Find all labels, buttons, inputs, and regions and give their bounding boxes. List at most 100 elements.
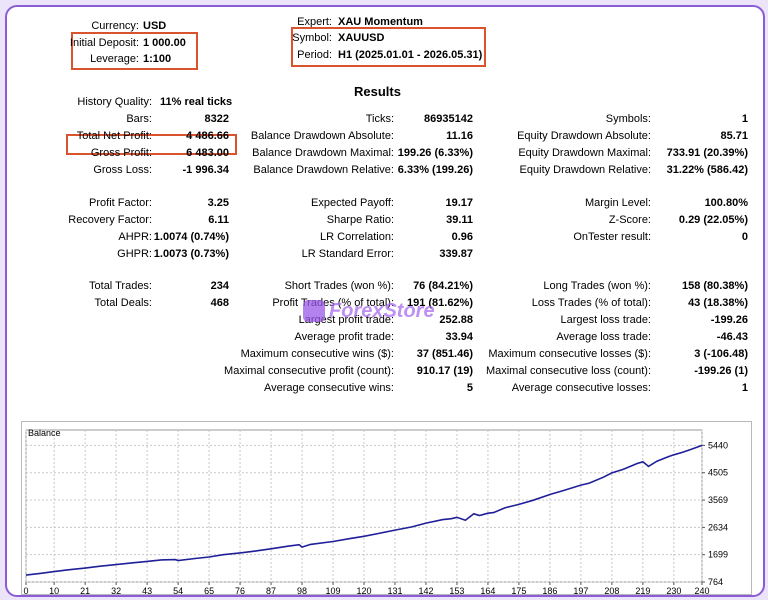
col3-value: 85.71 [720,130,748,142]
chart-title: Balance [28,428,61,438]
col3-label: Equity Drawdown Absolute: [517,130,651,142]
leverage-label: Leverage: [90,53,139,65]
col2-label: Expected Payoff: [311,197,394,209]
x-tick-label: 87 [266,586,276,594]
expert-value: XAU Momentum [338,16,423,28]
x-tick-label: 109 [326,586,341,594]
col1-label: Gross Loss: [93,164,152,176]
col2-label: Average consecutive wins: [263,382,394,394]
y-tick-label: 5440 [708,440,728,450]
col3-label: Average consecutive losses: [511,382,651,394]
x-tick-label: 43 [142,586,152,594]
col2-label: Balance Drawdown Maximal: [252,147,394,159]
col3-value: -199.26 [710,314,748,326]
x-tick-label: 175 [511,586,526,594]
y-tick-label: 2634 [708,522,728,532]
col3-label: Maximal consecutive loss (count): [485,365,651,377]
col1-label: Profit Factor: [89,197,152,209]
x-tick-label: 10 [49,586,59,594]
col2-label: Balance Drawdown Absolute: [250,130,394,142]
x-tick-label: 0 [23,586,28,594]
watermark-logo-icon [303,300,325,322]
col1-value: 8322 [204,113,229,125]
col2-label: Ticks: [365,113,394,125]
col3-value: 0 [741,231,748,243]
col1-value: -1 996.34 [182,164,229,176]
col2-value: 910.17 (19) [416,365,473,377]
balance-series-line [25,444,703,576]
report-frame: Currency: USD Initial Deposit: 1 000.00 … [5,5,765,597]
col1-value: 6 483.00 [186,147,229,159]
col1-label: History Quality: [77,96,152,108]
col1-label: GHPR: [117,248,152,260]
x-tick-label: 21 [80,586,90,594]
col1-label: Gross Profit: [90,147,152,159]
symbol-value: XAUUSD [338,32,385,44]
col2-value: 5 [466,382,473,394]
col2-label: LR Standard Error: [301,248,394,260]
col2-value: 191 (81.62%) [406,297,473,309]
currency-value: USD [143,20,167,32]
col1-value: 1.0074 (0.74%) [153,231,229,243]
col3-value: 43 (18.38%) [688,297,748,309]
symbol-label: Symbol: [292,32,332,44]
col3-label: Symbols: [605,113,651,125]
watermark: ForexStore [303,298,435,324]
period-value: H1 (2025.01.01 - 2026.05.31) [338,49,483,61]
col2-value: 199.26 (6.33%) [397,147,473,159]
y-tick-label: 3569 [708,495,728,505]
col2-value: 339.87 [439,248,473,260]
col3-label: Margin Level: [584,197,651,209]
col1-value: 4 486.66 [186,130,229,142]
col2-label: Maximal consecutive profit (count): [224,365,394,377]
x-tick-label: 76 [235,586,245,594]
col3-label: Equity Drawdown Relative: [519,164,651,176]
x-tick-label: 142 [418,586,433,594]
x-tick-label: 120 [356,586,371,594]
col1-label: AHPR: [118,231,152,243]
col1-value: 3.25 [207,197,229,209]
x-tick-label: 230 [666,586,681,594]
col3-value: 0.29 (22.05%) [678,214,748,226]
x-tick-label: 153 [449,586,464,594]
col1-label: Total Net Profit: [76,130,152,142]
col3-value: 1 [741,113,748,125]
currency-label: Currency: [91,20,139,32]
x-tick-label: 219 [635,586,650,594]
col2-value: 86935142 [424,113,473,125]
col1-label: Recovery Factor: [68,214,152,226]
col2-label: Sharpe Ratio: [326,214,394,226]
col3-label: Equity Drawdown Maximal: [518,147,651,159]
expert-label: Expert: [297,16,332,28]
balance-chart: Balance 764 1699 2634 3569 4505 5440 0 10 21 32 43 5… [21,421,752,595]
col3-value: 158 (80.38%) [681,280,748,292]
net-profit-highlight-box [66,134,237,155]
col1-label: Total Deals: [94,297,152,309]
col1-value: 6.11 [208,214,229,226]
col2-value: 11.16 [446,130,473,142]
col2-value: 37 (851.46) [416,348,473,360]
col1-value: 11% real ticks [160,96,233,108]
col1-label: Bars: [126,113,152,125]
col3-value: 1 [741,382,748,394]
deposit-value: 1 000.00 [143,37,186,49]
deposit-highlight-box [71,32,198,70]
col3-label: Maximum consecutive losses ($): [488,348,651,360]
col2-value: 33.94 [445,331,473,343]
x-tick-label: 208 [604,586,619,594]
col3-label: OnTester result: [573,231,651,243]
col2-value: 252.88 [439,314,473,326]
col3-label: Z-Score: [608,214,651,226]
symbol-period-highlight-box [291,27,486,67]
col2-label: Short Trades (won %): [284,280,394,292]
balance-chart-svg: Balance 764 1699 2634 3569 4505 5440 0 10 21 32 43 5… [23,428,728,595]
x-tick-label: 32 [111,586,121,594]
col3-label: Loss Trades (% of total): [531,297,651,309]
period-label: Period: [297,49,332,61]
x-tick-label: 131 [387,586,402,594]
col3-label: Long Trades (won %): [543,280,651,292]
results-title: Results [354,84,401,99]
x-tick-label: 98 [297,586,307,594]
watermark-text: ForexStore [329,299,435,322]
col3-value: -46.43 [716,331,748,343]
